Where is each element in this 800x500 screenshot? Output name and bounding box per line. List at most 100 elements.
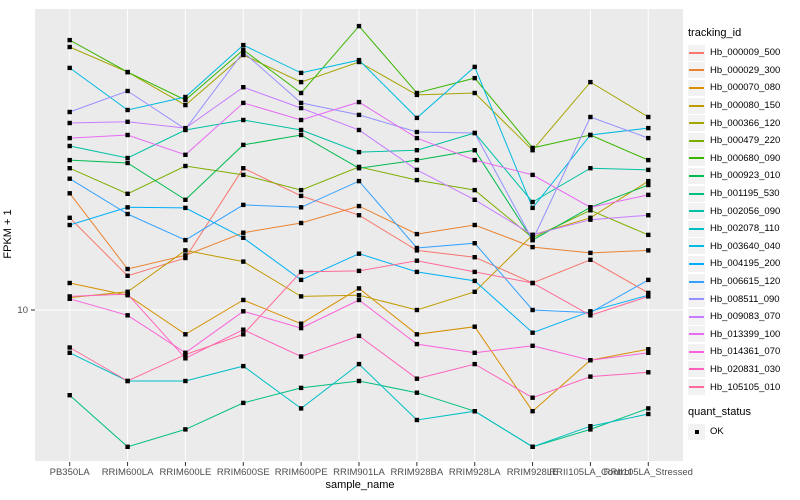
data-point [356,23,362,29]
data-point [530,280,535,286]
legend-item-Hb_002056_090: Hb_002056_090 [688,202,798,220]
data-point [67,65,72,71]
legend-color-swatch [688,379,705,396]
legend-color-swatch [688,44,705,61]
legend-item-Hb_014361_070: Hb_014361_070 [688,343,798,361]
data-point [646,232,651,238]
data-point [125,291,130,297]
data-point [67,176,72,181]
data-point [646,157,651,163]
data-point [241,142,246,148]
data-point [183,94,188,100]
data-point [67,44,72,50]
legend-line-icon [689,280,704,283]
legend-line-icon [689,122,704,125]
legend-label: Hb_000080_150 [710,100,781,112]
data-point [298,117,304,123]
y-tick-label: 10 [17,305,28,316]
data-point [356,293,362,298]
data-point [183,427,188,432]
legend-label: Hb_001195_530 [710,188,780,200]
data-point [414,231,420,237]
data-point [298,105,304,111]
data-point [298,220,304,226]
data-point [356,361,362,367]
data-point [646,167,651,173]
data-point [241,363,246,369]
legend-line-icon [689,298,704,301]
data-point [183,378,188,384]
data-point [298,277,304,283]
data-point [414,332,420,337]
legend-label: Hb_000366_120 [710,117,781,129]
data-point [125,69,130,75]
legend-item-Hb_001195_530: Hb_001195_530 [688,185,798,203]
x-tick-label: RRIM600LA [102,467,154,478]
data-point [646,192,651,198]
data-point [356,149,362,155]
data-point [67,296,72,301]
legend-item-quant-ok: OK [688,423,798,441]
legend-label: Hb_000029_300 [710,64,781,76]
legend-color-swatch [688,343,705,360]
data-point [356,203,362,209]
data-point [298,127,304,133]
data-point [472,241,477,246]
data-point [414,341,420,347]
data-point [472,269,477,275]
data-point [125,266,130,272]
data-point [530,343,535,348]
data-point [241,172,246,178]
legend-label: Hb_008511_090 [710,293,780,305]
data-point [183,253,188,258]
data-point [646,125,651,131]
legend-color-swatch [688,361,705,378]
legend-line-icon [689,174,704,177]
data-point [356,378,362,384]
data-point [588,79,593,85]
legend-line-icon [689,262,704,265]
legend-item-Hb_000080_150: Hb_000080_150 [688,97,798,115]
legend-color-swatch [688,203,705,220]
legend-color-swatch [688,185,705,202]
data-point [646,114,651,120]
data-point [472,222,477,228]
legend-title-tracking-id: tracking_id [688,27,742,39]
data-point [414,157,420,163]
data-point [67,215,72,220]
data-point [414,115,420,121]
data-point [530,172,535,178]
data-point [241,100,246,106]
data-point [241,49,246,55]
data-point [183,356,188,361]
legend-line-icon [689,86,704,89]
legend-label: Hb_000479_220 [710,135,781,147]
x-tick-label: PB350LA [50,467,91,478]
legend-color-swatch [688,79,705,96]
data-point [67,345,72,350]
data-point [298,90,304,96]
data-point [588,166,593,171]
data-point [646,178,651,184]
data-point [472,157,477,163]
legend-line-icon [689,69,704,72]
legend-label: Hb_000009_500 [710,47,781,59]
x-tick-label: RRIM901LA [333,467,385,478]
data-point [530,307,535,313]
data-point [67,109,72,115]
data-point [241,42,246,48]
data-point [588,427,593,432]
legend-line-icon [689,139,704,142]
data-point [67,135,72,141]
data-point [356,57,362,63]
data-point [472,350,477,355]
data-point [414,258,420,263]
data-point [356,127,362,133]
legend-line-icon [689,104,704,107]
data-point [241,230,246,235]
data-point [125,160,130,166]
data-point [241,166,246,171]
data-point [530,199,535,205]
legend-line-icon [689,368,704,371]
legend-color-swatch [688,238,705,255]
